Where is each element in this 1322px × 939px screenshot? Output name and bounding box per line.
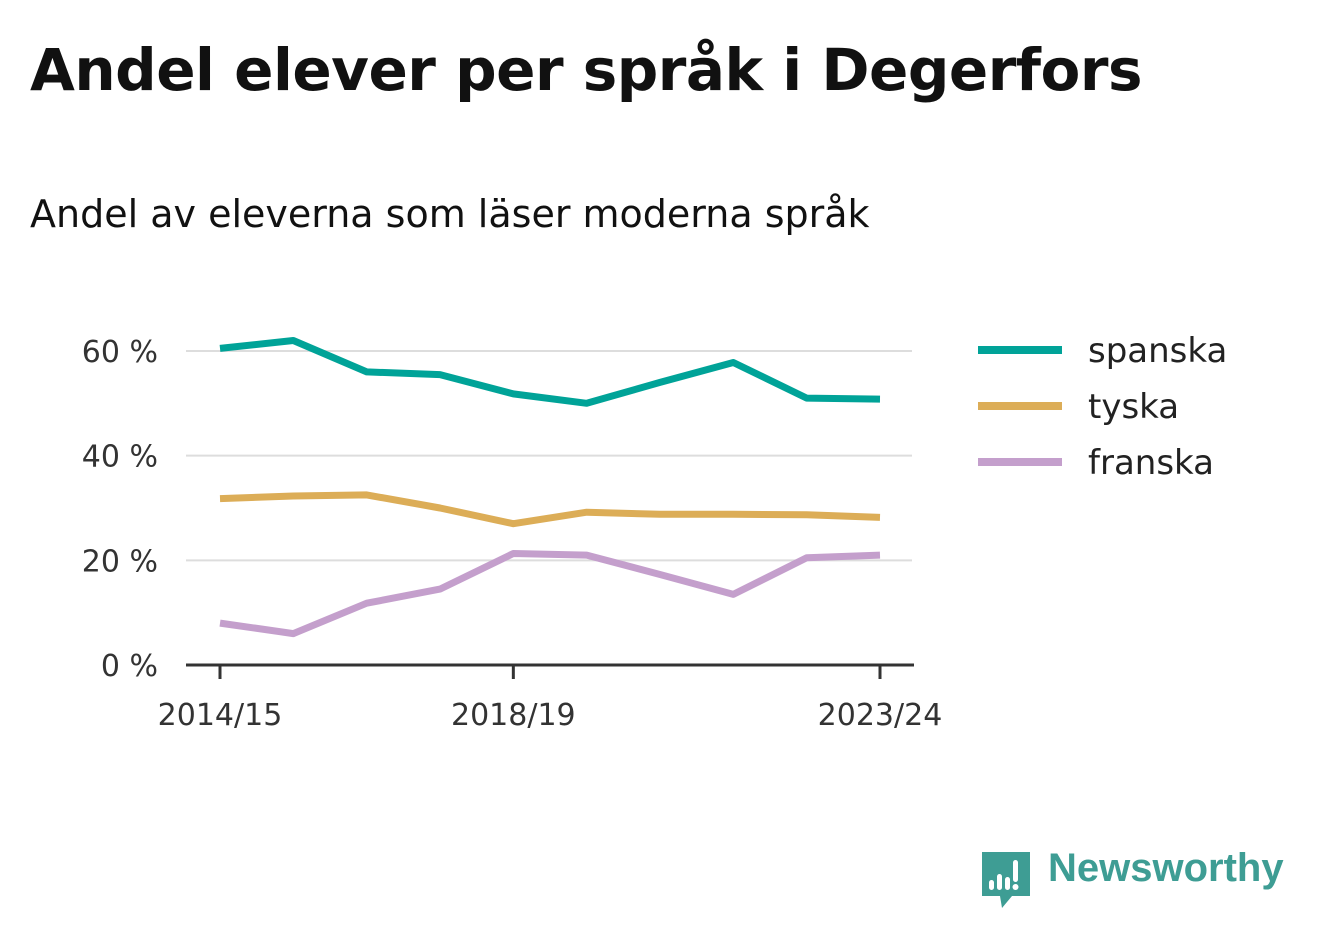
newsworthy-logo-icon	[982, 852, 1030, 908]
chart-subtitle: Andel av eleverna som läser moderna språ…	[30, 192, 870, 236]
legend-label-tyska: tyska	[1088, 387, 1179, 427]
y-tick-label: 0 %	[101, 649, 158, 684]
legend: spanska tyska franska	[978, 331, 1227, 483]
y-axis-labels: 0 % 20 % 40 % 60 %	[82, 335, 158, 684]
brand-name: Newsworthy	[1048, 846, 1284, 890]
legend-label-franska: franska	[1088, 443, 1214, 483]
line-chart: 0 % 20 % 40 % 60 % 2014/15 2018/19 2023/24 sp…	[82, 331, 1228, 733]
series-line-tyska	[219, 491, 881, 528]
legend-label-spanska: spanska	[1088, 331, 1227, 371]
series-line-spanska	[219, 337, 881, 407]
y-tick-label: 60 %	[82, 335, 158, 370]
x-axis-ticks: 2014/15 2018/19 2023/24	[158, 665, 943, 733]
gridlines	[186, 350, 912, 562]
x-tick-label: 2018/19	[451, 698, 576, 733]
y-tick-label: 20 %	[82, 544, 158, 579]
series-lines	[219, 337, 881, 638]
x-tick-label: 2023/24	[818, 698, 943, 733]
chart-title: Andel elever per språk i Degerfors	[30, 36, 1143, 104]
series-line-franska	[219, 550, 881, 638]
y-tick-label: 40 %	[82, 440, 158, 475]
x-tick-label: 2014/15	[158, 698, 283, 733]
